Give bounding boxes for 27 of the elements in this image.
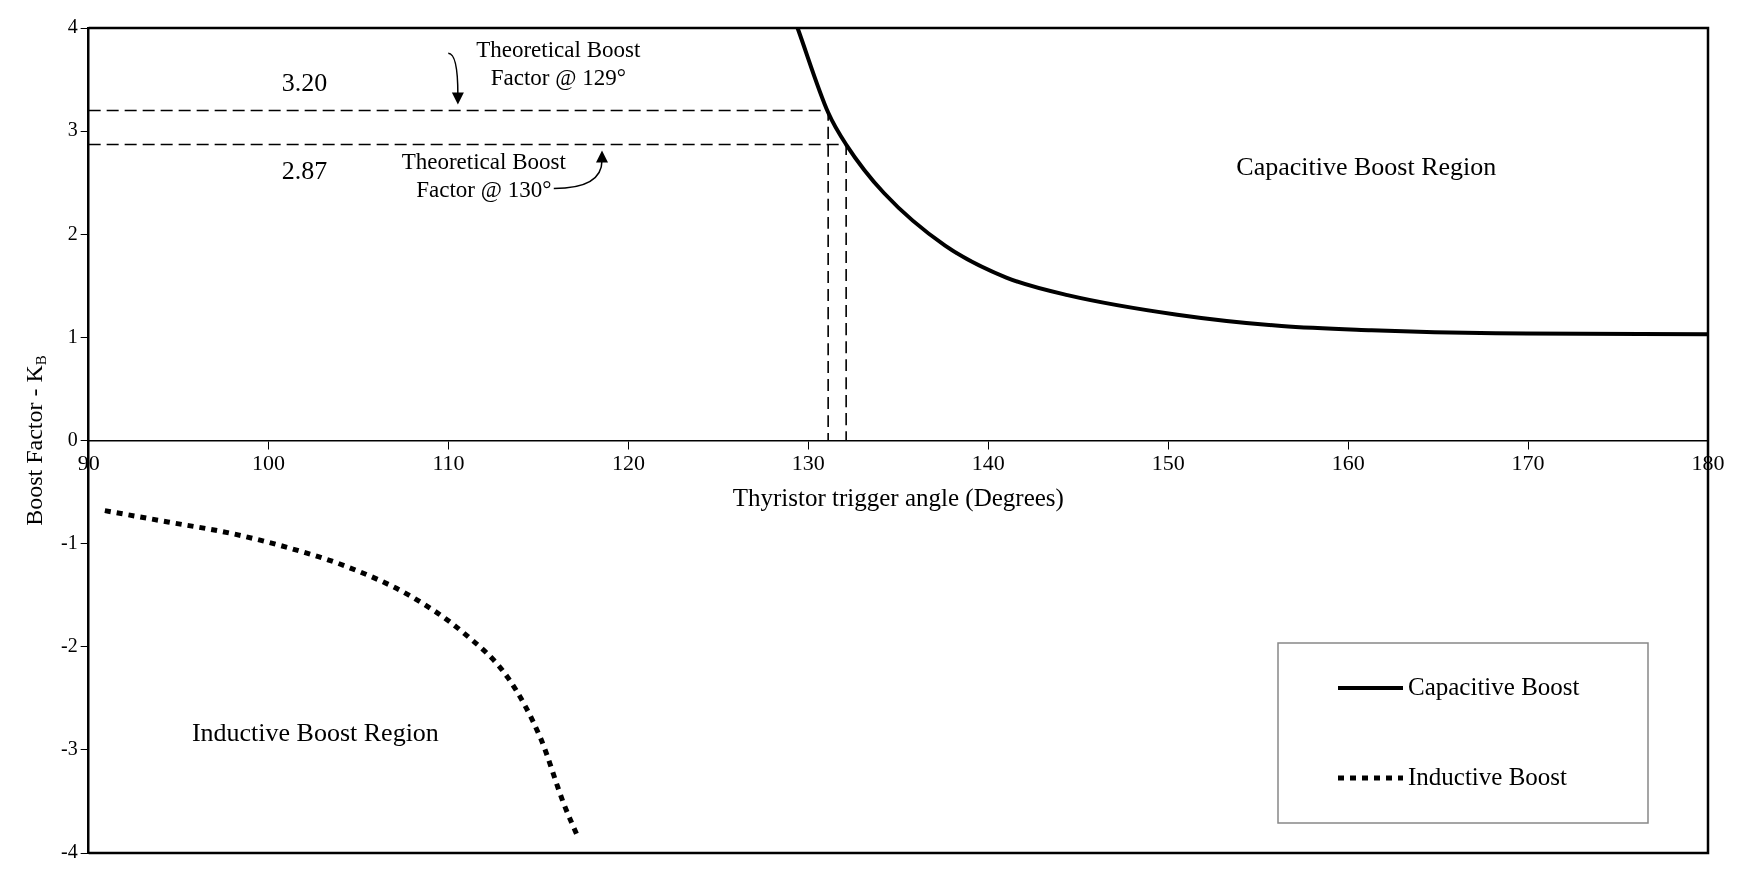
annotation: 3.20 [281, 68, 328, 98]
annotation: Inductive Boost Region [191, 718, 439, 748]
x-axis-title: Thyristor trigger angle (Degrees) [732, 484, 1064, 513]
x-tick-label: 120 [611, 450, 645, 476]
y-tick-label: 2 [67, 221, 78, 244]
x-tick-label: 150 [1151, 450, 1185, 476]
annotation: Theoretical Boost Factor @ 129° [476, 37, 641, 91]
x-tick-label: 170 [1511, 450, 1545, 476]
y-tick-label: 0 [67, 427, 78, 450]
legend-label: Capacitive Boost [1408, 672, 1580, 700]
annotation: 2.87 [281, 156, 328, 186]
x-tick-label: 110 [432, 450, 465, 476]
y-tick-label: -3 [60, 737, 78, 760]
x-tick-label: 140 [971, 450, 1005, 476]
y-tick-label: -2 [60, 634, 78, 656]
x-tick-label: 100 [252, 450, 286, 476]
y-tick-label: 3 [67, 118, 78, 141]
x-tick-label: 160 [1331, 450, 1365, 476]
y-axis-title: Boost Factor - KB [21, 355, 49, 526]
x-tick-label: 130 [791, 450, 825, 476]
y-tick-label: -1 [60, 530, 78, 553]
annotation: Theoretical Boost Factor @ 130° [401, 148, 567, 202]
legend-label: Inductive Boost [1408, 762, 1568, 790]
y-tick-label: -4 [60, 840, 78, 863]
annotation: Capacitive Boost Region [1236, 152, 1497, 182]
y-tick-label: 4 [67, 15, 78, 38]
y-tick-label: 1 [67, 324, 78, 347]
